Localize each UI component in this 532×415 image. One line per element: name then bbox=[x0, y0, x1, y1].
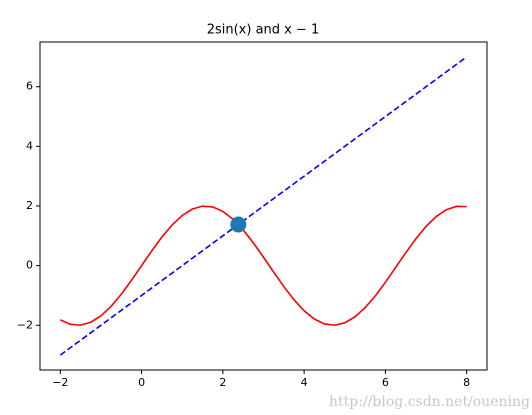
plot-frame bbox=[39, 41, 488, 371]
x-tick-label: 6 bbox=[382, 376, 389, 389]
x-tick-label: 4 bbox=[301, 376, 308, 389]
y-tick-label: 6 bbox=[26, 80, 33, 93]
chart-title: 2sin(x) and x − 1 bbox=[207, 23, 320, 38]
x-tick-label: 2 bbox=[219, 376, 226, 389]
y-tick-label: 4 bbox=[26, 139, 33, 152]
y-tick-label: −2 bbox=[17, 318, 33, 331]
x-tick-label: −2 bbox=[52, 376, 68, 389]
y-tick-label: 2 bbox=[26, 199, 33, 212]
x-tick-label: 8 bbox=[463, 376, 470, 389]
watermark: http://blog.csdn.net/ouening bbox=[329, 394, 530, 410]
y-tick-label: 0 bbox=[26, 259, 33, 272]
x-tick-label: 0 bbox=[138, 376, 145, 389]
line bbox=[59, 56, 468, 356]
line bbox=[59, 205, 467, 327]
point bbox=[230, 216, 247, 233]
